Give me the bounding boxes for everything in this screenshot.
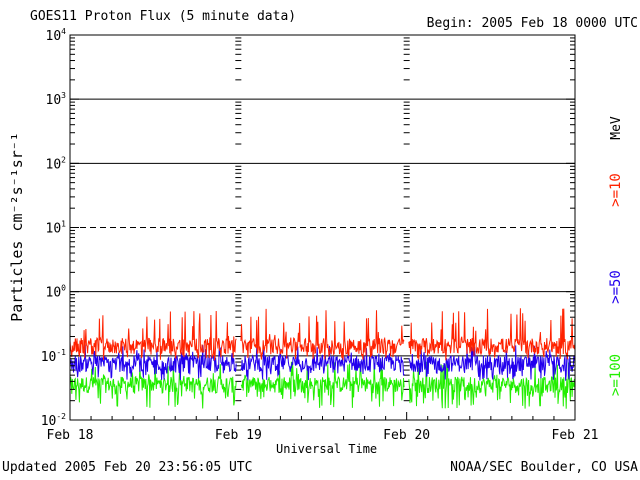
x-axis: Feb 18 Feb 19 Feb 20 Feb 21 [47, 412, 599, 443]
y-tick-label: 100 [46, 284, 67, 301]
y-tick-label: 103 [46, 91, 67, 108]
y-tick-label: 104 [46, 27, 67, 44]
series-line [240, 361, 405, 408]
y-tick-label: 10-1 [41, 348, 66, 365]
x-tick-label: Feb 18 [47, 428, 94, 443]
x-tick-label: Feb 20 [383, 428, 430, 443]
updated-timestamp: Updated 2005 Feb 20 23:56:05 UTC [2, 460, 253, 475]
series-line [408, 308, 576, 361]
x-tick-label: Feb 21 [552, 428, 599, 443]
chart-title: GOES11 Proton Flux (5 minute data) [30, 9, 297, 24]
series-line [240, 345, 405, 381]
legend-entry: >=100 [608, 354, 624, 396]
series-line [240, 308, 405, 361]
legend: >=10 >=50 >=100 MeV [608, 116, 624, 396]
day-marker-ticks [235, 37, 410, 402]
credit-text: NOAA/SEC Boulder, CO USA [450, 460, 638, 475]
begin-time: Begin: 2005 Feb 18 0000 UTC [426, 16, 638, 31]
series-line [69, 310, 237, 361]
y-axis: 10-2 10-1 100 101 102 103 104 [41, 27, 575, 429]
y-tick-label: 102 [46, 155, 67, 172]
y-axis-label: Particles cm⁻²s⁻¹sr⁻¹ [8, 132, 26, 322]
series-layer [69, 308, 576, 409]
x-axis-label: Universal Time [276, 442, 378, 456]
reference-lines [70, 98, 575, 357]
legend-unit-label: MeV [609, 116, 624, 140]
legend-entry: >=10 [608, 173, 624, 207]
series-line [408, 345, 576, 381]
x-tick-label: Feb 19 [215, 428, 262, 443]
y-tick-label: 101 [46, 220, 67, 237]
y-tick-label: 10-2 [41, 412, 66, 429]
series-line [408, 361, 576, 409]
legend-entry: >=50 [608, 270, 624, 304]
series-line [69, 344, 237, 381]
series-line [69, 360, 237, 409]
